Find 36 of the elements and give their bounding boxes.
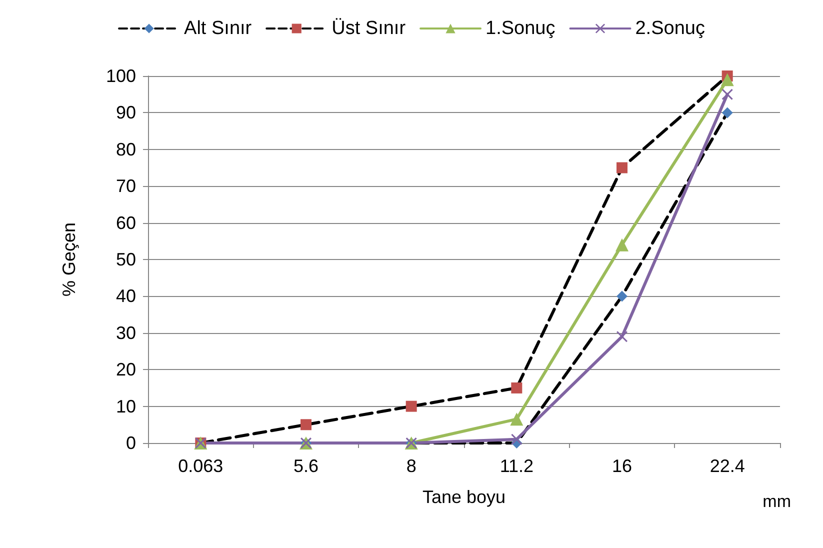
point [511,434,522,445]
y-tick-label: 70 [116,176,136,196]
legend-label: Üst Sınır [332,18,406,39]
point [616,162,628,174]
point [511,382,522,394]
point [720,73,734,86]
x-tick-label: 22.4 [710,456,745,476]
x-tick-label: 8 [406,456,416,476]
point [616,331,628,342]
point [616,238,628,252]
x-axis-title: Tane boyu [422,487,506,507]
point [722,107,733,118]
y-tick-label: 100 [106,66,136,86]
legend-label: Alt Sınır [184,18,252,39]
y-tick-label: 90 [116,102,136,123]
point [300,419,312,430]
point [510,412,524,426]
x-tick-label: 11.2 [500,456,534,476]
y-tick-label: 60 [116,212,136,233]
y-tick-label: 10 [116,396,136,416]
x-tick-label: 16 [612,456,632,476]
point [722,88,733,100]
legend-label: 1.Sonuç [486,18,556,39]
y-tick-label: 40 [116,286,136,306]
y-axis-title: % Geçen [59,222,79,297]
y-tick-label: 50 [116,250,136,270]
point [616,290,628,302]
y-tick-label: 30 [116,322,136,343]
x-tick-label: 5.6 [293,456,319,476]
y-tick-label: 0 [126,433,136,453]
y-tick-label: 20 [116,360,136,380]
text: mm [762,492,792,511]
legend-label: 2.Sonuç [635,18,705,39]
point [406,400,417,412]
x-tick-label: 0.063 [178,456,224,476]
y-tick-label: 80 [116,139,136,160]
